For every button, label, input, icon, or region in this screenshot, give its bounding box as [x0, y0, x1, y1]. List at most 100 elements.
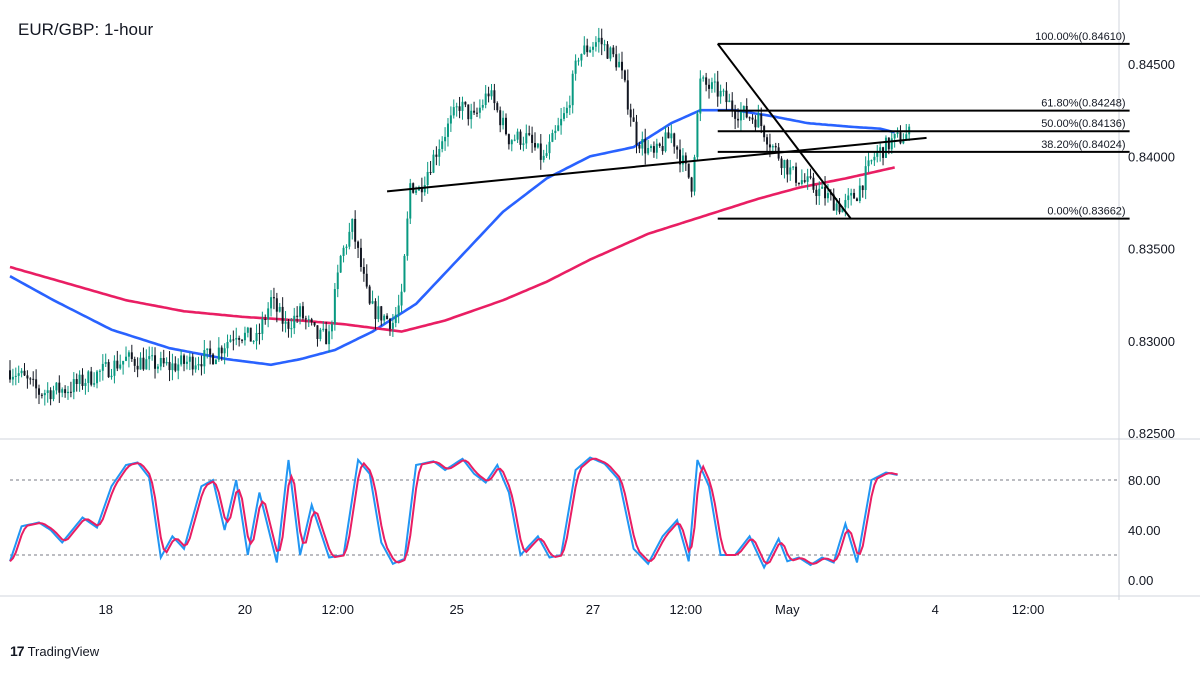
candle-body [652, 146, 655, 153]
candle-body [304, 318, 307, 320]
candle [87, 370, 90, 393]
candle-body [580, 54, 583, 61]
candle-body [272, 297, 275, 299]
candle [380, 305, 383, 326]
candle [719, 84, 722, 104]
candle [203, 340, 206, 374]
candle [571, 70, 574, 114]
candle [655, 138, 658, 159]
candle-body [362, 266, 365, 274]
candle-body [348, 231, 351, 247]
candle-body [220, 347, 223, 354]
candle [429, 160, 432, 175]
candle [589, 46, 592, 53]
candle [386, 313, 389, 320]
candle-body [241, 339, 244, 341]
candle-body [81, 374, 84, 386]
candle-body [684, 155, 687, 164]
candle-body [307, 319, 310, 321]
candle [496, 101, 499, 113]
candle-body [577, 60, 580, 62]
candle-body [850, 192, 853, 196]
candle [23, 363, 26, 377]
candle-body [673, 133, 676, 147]
candle-body [345, 246, 348, 248]
candle [603, 39, 606, 52]
candle [330, 320, 333, 340]
candle [252, 340, 255, 345]
candle-body [644, 139, 647, 154]
candle [751, 114, 754, 124]
candle-body [797, 182, 800, 184]
candle [664, 126, 667, 153]
candle [81, 368, 84, 390]
fib-level-label: 100.00%(0.84610) [1035, 31, 1126, 43]
candle-body [760, 113, 763, 127]
candle-body [699, 78, 702, 114]
candle-body [496, 103, 499, 111]
candle-body [264, 318, 267, 320]
time-tick-label: May [775, 602, 800, 617]
candle [432, 149, 435, 174]
candle-body [902, 140, 905, 144]
candle-body [96, 371, 99, 384]
candle [681, 148, 684, 172]
candle-body [638, 144, 641, 149]
candle [258, 323, 261, 345]
candle-body [554, 130, 557, 134]
candle [223, 343, 226, 365]
candle-body [49, 390, 52, 400]
candle-body [67, 391, 70, 394]
candle [905, 123, 908, 141]
candle [272, 287, 275, 310]
candle-body [809, 176, 812, 178]
candle [423, 176, 426, 196]
candle [702, 75, 705, 82]
candle-body [516, 131, 519, 140]
candle-body [374, 301, 377, 320]
candle [214, 358, 217, 365]
time-tick-label: 12:00 [1012, 602, 1045, 617]
candle [296, 306, 299, 323]
candle [458, 96, 461, 119]
osc-tick-label: 80.00 [1128, 473, 1161, 488]
candle [797, 182, 800, 186]
candle [812, 172, 815, 193]
candle-body [156, 366, 159, 369]
stochastic-k-line [9, 456, 898, 570]
candle [229, 334, 232, 343]
brand-badge[interactable]: 17 TradingView [10, 643, 99, 659]
candle [154, 347, 157, 379]
candle [209, 340, 212, 365]
candle-body [612, 47, 615, 55]
candle [64, 385, 67, 398]
candle [533, 132, 536, 151]
candle-body [104, 362, 107, 364]
candle-body [844, 200, 847, 208]
candle [14, 367, 17, 386]
candle-body [719, 90, 722, 97]
candle [699, 70, 702, 122]
candle [136, 357, 139, 378]
candle [858, 178, 861, 204]
candle-body [316, 325, 319, 339]
candle [536, 143, 539, 149]
candle-body [139, 357, 142, 370]
candle-body [751, 117, 754, 120]
candle [325, 321, 328, 345]
candle-body [615, 54, 618, 68]
candle [577, 57, 580, 66]
candle-body [351, 218, 354, 232]
candle-body [728, 100, 731, 103]
candle [873, 151, 876, 166]
candle-body [481, 104, 484, 108]
candle-body [107, 362, 110, 378]
candle-body [200, 364, 203, 367]
candle [493, 83, 496, 111]
candle [249, 327, 252, 342]
candle [336, 264, 339, 298]
candle-body [165, 361, 168, 364]
candle [119, 354, 122, 370]
candle-body [531, 134, 534, 143]
candle-body [861, 185, 864, 191]
